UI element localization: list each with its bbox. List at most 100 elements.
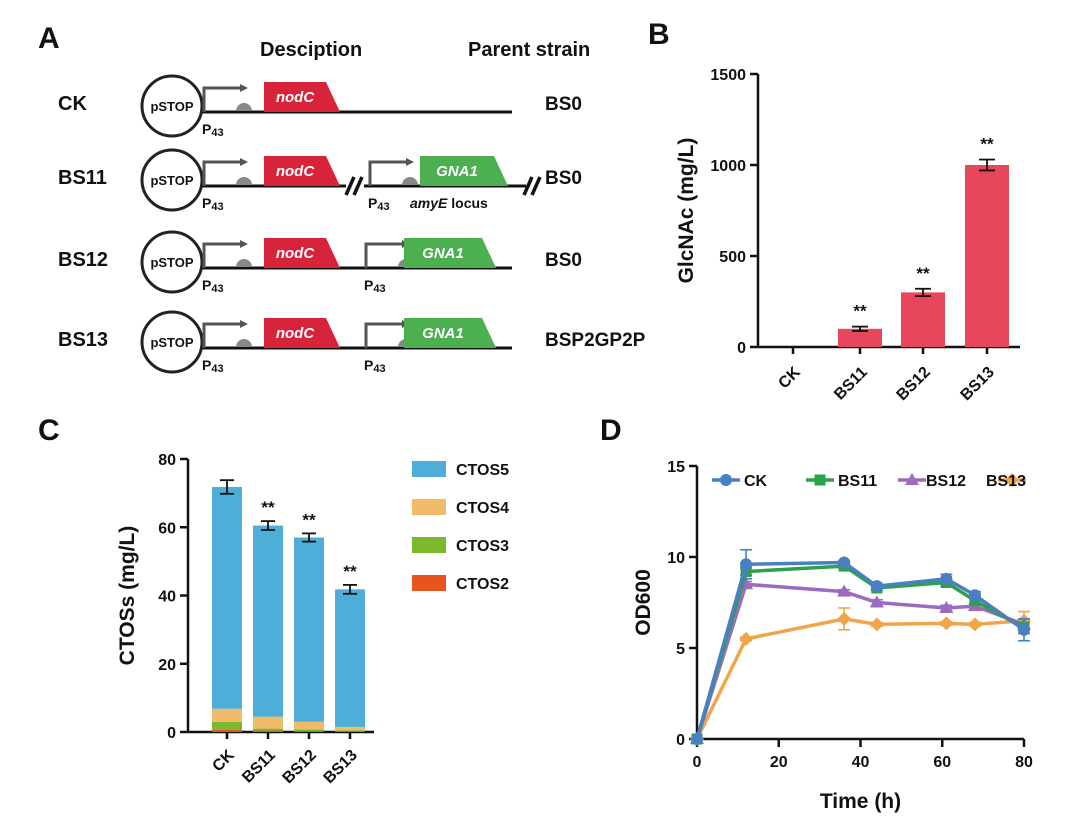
x-tick-label-d: 0 [693, 754, 702, 771]
x-tick-label-c-bs11: BS11 [239, 747, 279, 787]
promoter-label-bs12-2: P43 [364, 277, 386, 295]
break-mark-bs11-1-b [352, 176, 364, 196]
y-tick-label-b: 1500 [710, 67, 746, 84]
stack-c-bs13-ctos2 [335, 731, 365, 732]
x-tick-label-b-bs13: BS13 [958, 364, 998, 404]
promoter-label-ck: P43 [202, 121, 224, 139]
gene-block-nodc-ck [264, 82, 340, 112]
x-tick-label-c-ck: CK [209, 746, 238, 775]
legend-swatch-ctos2 [412, 575, 446, 591]
data-point-ck [870, 580, 883, 593]
x-tick-label-b-bs12: BS12 [894, 364, 934, 404]
plasmid-label-bs11: pSTOP [150, 173, 193, 188]
y-axis-label-b: GlcNAc (mg/L) [675, 138, 698, 284]
stack-c-ck-ctos2 [212, 729, 242, 732]
data-point-bs13 [837, 611, 852, 626]
plasmid-circle-bs13 [140, 310, 204, 374]
stack-c-bs13-ctos4 [335, 726, 365, 731]
legend-label-ctos3: CTOS3 [456, 538, 509, 555]
y-tick-label-d: 0 [676, 732, 685, 749]
legend-swatch-ctos3 [412, 537, 446, 553]
stack-c-bs11-ctos4 [253, 716, 283, 729]
significance-b-bs11: ** [853, 302, 867, 321]
break-mark-bs11-1-a [344, 176, 356, 196]
y-tick-label-b: 500 [719, 249, 746, 266]
data-point-bs12 [837, 584, 852, 597]
rbs-icon-bs11-1 [236, 177, 252, 185]
panel-letter-d: D [600, 414, 622, 447]
gene-block-nodc-bs11 [264, 156, 340, 186]
legend-marker-bs13 [1005, 473, 1019, 487]
x-tick-label-b-ck: CK [775, 363, 804, 392]
header-description: Desciption [260, 39, 362, 61]
y-tick-label-c: 60 [158, 520, 176, 537]
x-tick-label-d: 20 [770, 754, 788, 771]
legend-marker-bs12 [905, 473, 919, 485]
stack-c-bs12-ctos4 [294, 721, 324, 730]
row-label-bs13: BS13 [58, 329, 108, 351]
legend-marker-ck [720, 474, 732, 486]
gene-block-nodc-bs13 [264, 318, 340, 348]
x-tick-label-d: 80 [1015, 754, 1033, 771]
chart-glcnac: 0 500 1000 1500 CK ** BS11 ** BS12 ** BS13 GlcNAc (… [675, 67, 1020, 404]
promoter-arrow-bs12-2 [364, 240, 410, 268]
promoter-arrow-bs11-2 [368, 158, 414, 186]
x-axis-label-d: Time (h) [820, 790, 901, 813]
gene-label-nodc-bs11: nodC [276, 163, 315, 180]
parent-strain-ck: BS0 [545, 94, 582, 115]
rbs-icon-bs11-2 [402, 177, 418, 185]
panel-letter-a: A [38, 22, 60, 55]
stack-c-bs11-ctos5 [253, 525, 283, 717]
promoter-arrow-ck [202, 84, 248, 112]
y-tick-label-c: 20 [158, 657, 176, 674]
legend-label-bs11: BS11 [838, 473, 877, 490]
data-point-bs13 [939, 616, 954, 631]
legend-label-ctos2: CTOS2 [456, 576, 509, 593]
plasmid-label-bs13: pSTOP [150, 335, 193, 350]
x-tick-label-d: 60 [933, 754, 951, 771]
gene-label-nodc-ck: nodC [276, 89, 315, 106]
gene-block-nodc-bs12 [264, 238, 340, 268]
significance-b-bs12: ** [916, 264, 930, 283]
legend-swatch-ctos4 [412, 499, 446, 515]
bar-b-bs11 [838, 328, 882, 347]
construct-diagram: CK pSTOP BS0 P43 nodC BS11 pSTOP BS0 P43 nodC P43 G… [58, 74, 646, 375]
y-tick-label-d: 5 [676, 641, 685, 658]
plasmid-circle-bs11 [140, 148, 204, 212]
stack-c-bs12-ctos5 [294, 537, 324, 722]
promoter-label-bs11-1: P43 [202, 195, 224, 213]
plasmid-label-bs12: pSTOP [150, 255, 193, 270]
x-tick-label-c-bs12: BS12 [280, 747, 320, 787]
stack-c-bs12-ctos2 [294, 730, 324, 732]
y-tick-label-b: 0 [737, 340, 746, 357]
promoter-label-bs13-1: P43 [202, 357, 224, 375]
data-point-ck [740, 558, 753, 571]
promoter-arrow-bs13-1 [202, 320, 248, 348]
plasmid-circle-ck [140, 74, 204, 138]
data-point-bs12 [939, 600, 954, 613]
stack-c-bs12-ctos3 [294, 729, 324, 731]
legend-label-ck: CK [744, 473, 768, 490]
gene-block-gna1-bs12 [404, 238, 496, 268]
panel-letter-b: B [648, 18, 670, 51]
stack-c-ck-ctos5 [212, 486, 242, 709]
significance-c-bs12: ** [302, 510, 316, 529]
y-tick-label-c: 80 [158, 452, 176, 469]
parent-strain-bs12: BS0 [545, 250, 582, 271]
promoter-arrow-bs11-1 [202, 158, 248, 186]
stack-c-bs13-ctos5 [335, 589, 365, 727]
y-tick-label-c: 0 [167, 725, 176, 742]
x-tick-label-c-bs13: BS13 [321, 747, 361, 787]
gene-label-gna1-bs11: GNA1 [436, 163, 478, 180]
plasmid-label-ck: pSTOP [150, 99, 193, 114]
x-tick-label-b-bs11: BS11 [831, 364, 871, 404]
y-axis-label-d: OD600 [632, 569, 655, 636]
legend-swatch-ctos5 [412, 461, 446, 477]
promoter-label-bs13-2: P43 [364, 357, 386, 375]
y-tick-label-b: 1000 [710, 158, 746, 175]
data-point-ck [940, 572, 953, 585]
data-point-bs13 [739, 631, 754, 646]
chart-ctoss: 0 20 40 60 80 CK ** BS11 ** BS12 ** BS13 CTOSs (mg/L… [116, 452, 509, 787]
gene-label-nodc-bs12: nodC [276, 245, 315, 262]
